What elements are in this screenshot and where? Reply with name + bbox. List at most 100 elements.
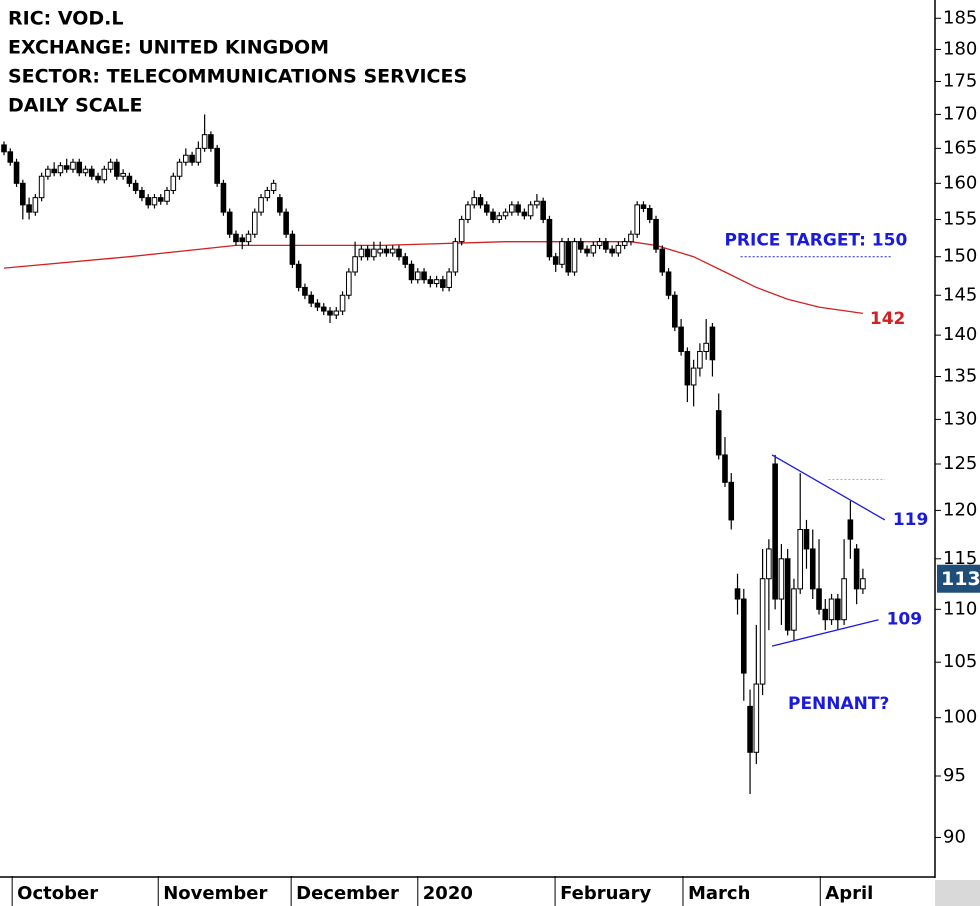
candle-body bbox=[132, 182, 139, 191]
x-tick-label: April bbox=[825, 883, 873, 904]
candle-body bbox=[239, 237, 246, 243]
y-tick-label: 185 bbox=[943, 7, 977, 28]
header-line: SECTOR: TELECOMMUNICATIONS SERVICES bbox=[8, 66, 467, 88]
candle-body bbox=[759, 578, 766, 685]
candle-body bbox=[245, 233, 252, 243]
candle-body bbox=[120, 172, 126, 177]
candle-body bbox=[20, 182, 26, 206]
y-tick-label: 160 bbox=[943, 172, 977, 193]
moving-average bbox=[3, 241, 863, 315]
candle-body bbox=[433, 279, 440, 285]
candle-body bbox=[853, 548, 860, 590]
y-tick-label: 105 bbox=[943, 651, 977, 672]
candle-body bbox=[483, 204, 490, 213]
y-tick-label: 90 bbox=[943, 826, 966, 847]
candle-body bbox=[208, 134, 214, 149]
candle-body bbox=[220, 182, 227, 213]
y-tick-label: 145 bbox=[943, 284, 977, 305]
candle-body bbox=[590, 244, 597, 254]
y-tick-label: 170 bbox=[943, 103, 977, 124]
candle-body bbox=[552, 256, 559, 265]
candle-body bbox=[697, 351, 703, 369]
candle-body bbox=[45, 168, 51, 177]
candle-body bbox=[628, 233, 634, 243]
candle-body bbox=[703, 342, 709, 353]
candle-body bbox=[226, 211, 233, 235]
pennant-label: PENNANT? bbox=[788, 694, 889, 714]
candle-body bbox=[195, 147, 202, 163]
candle-body bbox=[791, 588, 797, 631]
candle-body bbox=[88, 168, 95, 177]
candle-body bbox=[145, 197, 152, 206]
candle-body bbox=[164, 189, 170, 202]
candle-body bbox=[214, 147, 220, 184]
y-tick-label: 175 bbox=[943, 70, 977, 91]
candle-body bbox=[502, 211, 509, 217]
y-tick-label: 165 bbox=[943, 137, 977, 158]
candle-body bbox=[151, 197, 158, 206]
candle-body bbox=[283, 211, 289, 235]
candle-body bbox=[684, 351, 691, 386]
candle-body bbox=[440, 279, 446, 288]
y-tick-label: 110 bbox=[943, 598, 977, 619]
candle-body bbox=[107, 161, 114, 170]
candle-body bbox=[101, 168, 108, 181]
candle-body bbox=[183, 154, 189, 163]
candle-body bbox=[414, 271, 421, 281]
candle-body bbox=[358, 248, 365, 258]
y-tick-label: 150 bbox=[943, 246, 977, 267]
y-tick-label: 95 bbox=[943, 765, 966, 786]
candle-body bbox=[515, 204, 521, 213]
candle-body bbox=[38, 175, 45, 199]
candle-body bbox=[201, 134, 208, 149]
candle-body bbox=[339, 294, 346, 312]
candle-body bbox=[402, 256, 409, 265]
candle-body bbox=[26, 204, 32, 213]
candle-body bbox=[7, 151, 14, 163]
candle-body bbox=[496, 215, 503, 220]
y-tick-label: 100 bbox=[943, 707, 977, 728]
candle-body bbox=[584, 248, 590, 254]
candle-body bbox=[690, 367, 697, 386]
candle-body bbox=[778, 558, 785, 600]
candle-body bbox=[364, 248, 371, 258]
candle-body bbox=[126, 175, 133, 184]
candle-body bbox=[170, 175, 177, 191]
last-price-box bbox=[937, 564, 980, 593]
candle-body bbox=[665, 271, 672, 296]
candle-body bbox=[740, 598, 747, 674]
candle-body bbox=[63, 165, 70, 170]
candle-body bbox=[389, 248, 396, 254]
candle-body bbox=[76, 161, 83, 174]
pennant-lower-label: 109 bbox=[887, 610, 923, 630]
pennant-upper bbox=[771, 454, 886, 521]
candle-body bbox=[327, 310, 333, 316]
candle-body bbox=[715, 410, 722, 456]
y-tick-label: 120 bbox=[943, 499, 977, 520]
candle-body bbox=[803, 529, 810, 550]
candle-body bbox=[371, 248, 377, 258]
candle-body bbox=[766, 548, 772, 580]
candle-body bbox=[465, 204, 471, 220]
candle-body bbox=[571, 241, 578, 273]
candle-body bbox=[383, 248, 390, 254]
candle-body bbox=[139, 189, 145, 199]
y-tick-label: 130 bbox=[943, 408, 977, 429]
candle-body bbox=[772, 463, 778, 600]
candle-body bbox=[615, 244, 622, 254]
candle-body bbox=[320, 306, 327, 312]
candle-body bbox=[847, 519, 854, 540]
y-tick-label: 125 bbox=[943, 453, 977, 474]
candle-body bbox=[295, 263, 302, 288]
candle-body bbox=[251, 211, 258, 235]
candle-body bbox=[233, 233, 239, 243]
y-tick-label: 155 bbox=[943, 208, 977, 229]
candle-body bbox=[509, 204, 515, 213]
x-tick-label: 2020 bbox=[423, 883, 473, 904]
candle-body bbox=[809, 548, 816, 590]
candle-body bbox=[728, 481, 735, 521]
candle-body bbox=[860, 578, 866, 590]
candle-body bbox=[709, 326, 716, 361]
candle-body bbox=[471, 197, 478, 206]
